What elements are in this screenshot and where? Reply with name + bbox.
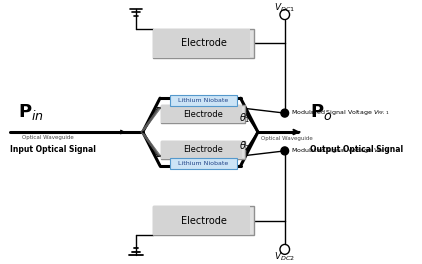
Text: $\theta_2$: $\theta_2$ — [239, 139, 250, 153]
Text: $\theta_1$: $\theta_1$ — [239, 111, 250, 125]
Text: Modulated Signal Voltage $V_{RF,1}$: Modulated Signal Voltage $V_{RF,1}$ — [292, 109, 390, 117]
Text: $\mathbf{P}_{in}$: $\mathbf{P}_{in}$ — [18, 102, 44, 122]
Text: Input Optical Signal: Input Optical Signal — [10, 145, 96, 154]
Text: $V_{DC1}$: $V_{DC1}$ — [274, 2, 295, 14]
Bar — [161, 141, 246, 159]
Bar — [170, 95, 237, 106]
Bar — [153, 206, 254, 235]
Text: Electrode: Electrode — [181, 215, 227, 225]
Text: Optical Waveguide: Optical Waveguide — [22, 135, 73, 140]
Circle shape — [281, 147, 289, 155]
Text: Lithium Niobate: Lithium Niobate — [178, 98, 228, 103]
Text: Output Optical Signal: Output Optical Signal — [310, 145, 403, 154]
Bar — [170, 158, 237, 169]
Bar — [161, 105, 246, 123]
Bar — [153, 206, 250, 235]
Bar — [153, 29, 254, 58]
Text: Electrode: Electrode — [183, 145, 223, 154]
Text: $V_{DC2}$: $V_{DC2}$ — [274, 251, 295, 263]
Bar — [161, 141, 241, 159]
Text: Optical Waveguide: Optical Waveguide — [261, 136, 313, 142]
Text: Lithium Niobate: Lithium Niobate — [178, 161, 228, 166]
Bar — [161, 105, 241, 123]
Circle shape — [281, 109, 289, 117]
Text: Electrode: Electrode — [181, 39, 227, 49]
Bar — [153, 29, 250, 58]
Text: $\mathbf{P}_{o}$: $\mathbf{P}_{o}$ — [310, 102, 332, 122]
Text: Modulated Signal Voltage $V_{RF,2}$: Modulated Signal Voltage $V_{RF,2}$ — [292, 147, 390, 155]
Text: Electrode: Electrode — [183, 110, 223, 119]
